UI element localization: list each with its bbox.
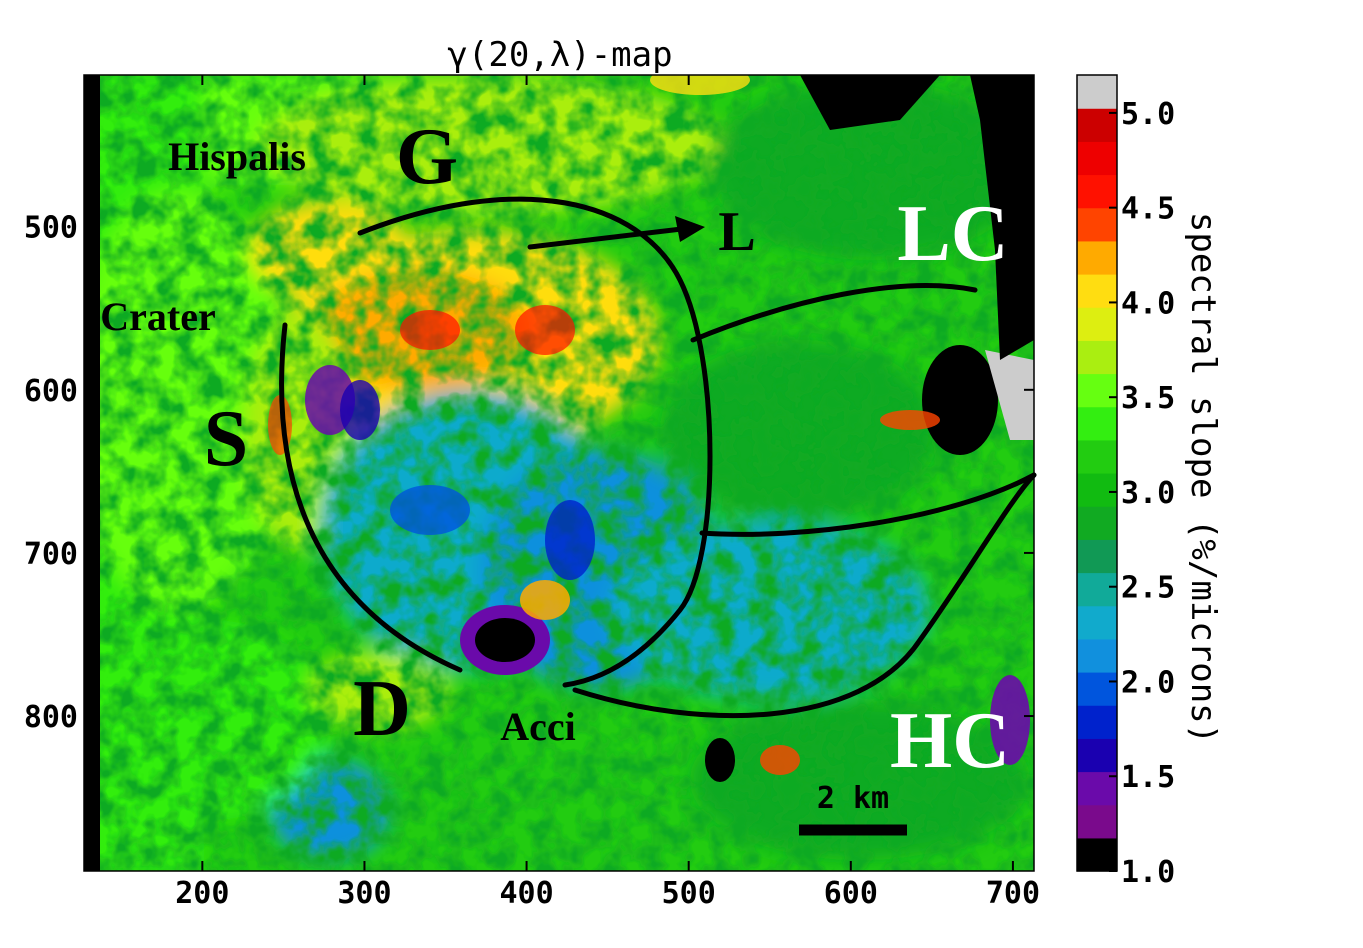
- colorbar-swatch: [1077, 207, 1117, 242]
- colorbar-swatch: [1077, 174, 1117, 209]
- colorbar-tick-label: 1.0: [1121, 855, 1175, 890]
- colorbar-swatch: [1077, 141, 1117, 176]
- y-tick-label: 800: [24, 700, 78, 735]
- arrow-head: [675, 216, 705, 242]
- colorbar-frame: [1076, 74, 1118, 872]
- annotations: G L LC S D HC Hispalis Crater Acci: [100, 113, 1010, 785]
- y-tick-label: 700: [24, 537, 78, 572]
- colorbar-tick-label: 5.0: [1121, 97, 1175, 132]
- colorbar-swatch: [1077, 638, 1117, 673]
- x-tick-label: 600: [824, 876, 878, 911]
- y-tick-label: 600: [24, 374, 78, 409]
- colorbar-tick-label: 2.0: [1121, 665, 1175, 700]
- colorbar-swatch: [1077, 240, 1117, 275]
- colorbar-tick-label: 4.0: [1121, 286, 1175, 321]
- y-axis: 500 600 700 800: [24, 211, 1034, 735]
- colorbar-tick-label: 3.5: [1121, 381, 1175, 416]
- colorbar-swatch: [1077, 75, 1117, 109]
- x-tick-label: 400: [499, 876, 553, 911]
- x-tick-label: 300: [337, 876, 391, 911]
- colorbar-swatch: [1077, 672, 1117, 706]
- colorbar-tick-label: 2.5: [1121, 571, 1175, 606]
- overlay-boundaries: [279, 196, 1037, 719]
- colorbar-swatch: [1077, 340, 1117, 375]
- y-tick-label: 500: [24, 211, 78, 246]
- annotation-hc: HC: [890, 697, 1010, 785]
- annotation-l: L: [718, 201, 755, 263]
- colorbar-swatch: [1077, 837, 1117, 872]
- colorbar-swatch: [1077, 539, 1117, 574]
- x-tick-label: 700: [986, 876, 1040, 911]
- colorbar-swatch: [1077, 605, 1117, 640]
- colorbar-swatch: [1077, 705, 1117, 739]
- colorbar-label: spectral slope (%/microns): [1183, 212, 1223, 744]
- annotation-d: D: [353, 665, 411, 753]
- x-tick-label: 500: [662, 876, 716, 911]
- scale-bar-label: 2 km: [817, 781, 889, 816]
- colorbar: 1.0 1.5 2.0 2.5 3.0 3.5 4.0 4.5 5.0: [1076, 74, 1175, 890]
- colorbar-swatch: [1077, 406, 1117, 441]
- colorbar-swatch: [1077, 572, 1117, 607]
- colorbar-swatch: [1077, 738, 1117, 773]
- heatmap-image: [84, 75, 1034, 871]
- colorbar-tick-label: 1.5: [1121, 760, 1175, 795]
- annotation-acci: Acci: [500, 704, 576, 749]
- chart-title: γ(20,λ)-map: [447, 35, 672, 75]
- colorbar-tick-label: 3.0: [1121, 476, 1175, 511]
- colorbar-swatch: [1077, 439, 1117, 474]
- colorbar-swatch: [1077, 473, 1117, 507]
- annotation-hispalis: Hispalis: [168, 134, 306, 179]
- annotation-s: S: [204, 395, 249, 483]
- colorbar-swatch: [1077, 307, 1117, 341]
- colorbar-swatch: [1077, 373, 1117, 408]
- colorbar-tick-label: 4.5: [1121, 192, 1175, 227]
- x-tick-label: 200: [175, 876, 229, 911]
- annotation-crater: Crater: [100, 294, 215, 339]
- colorbar-swatch: [1077, 804, 1117, 839]
- annotation-g: G: [396, 113, 458, 201]
- colorbar-swatch: [1077, 506, 1117, 540]
- annotation-lc: LC: [897, 190, 1008, 278]
- x-axis: 200 300 400 500 600 700: [175, 75, 1040, 911]
